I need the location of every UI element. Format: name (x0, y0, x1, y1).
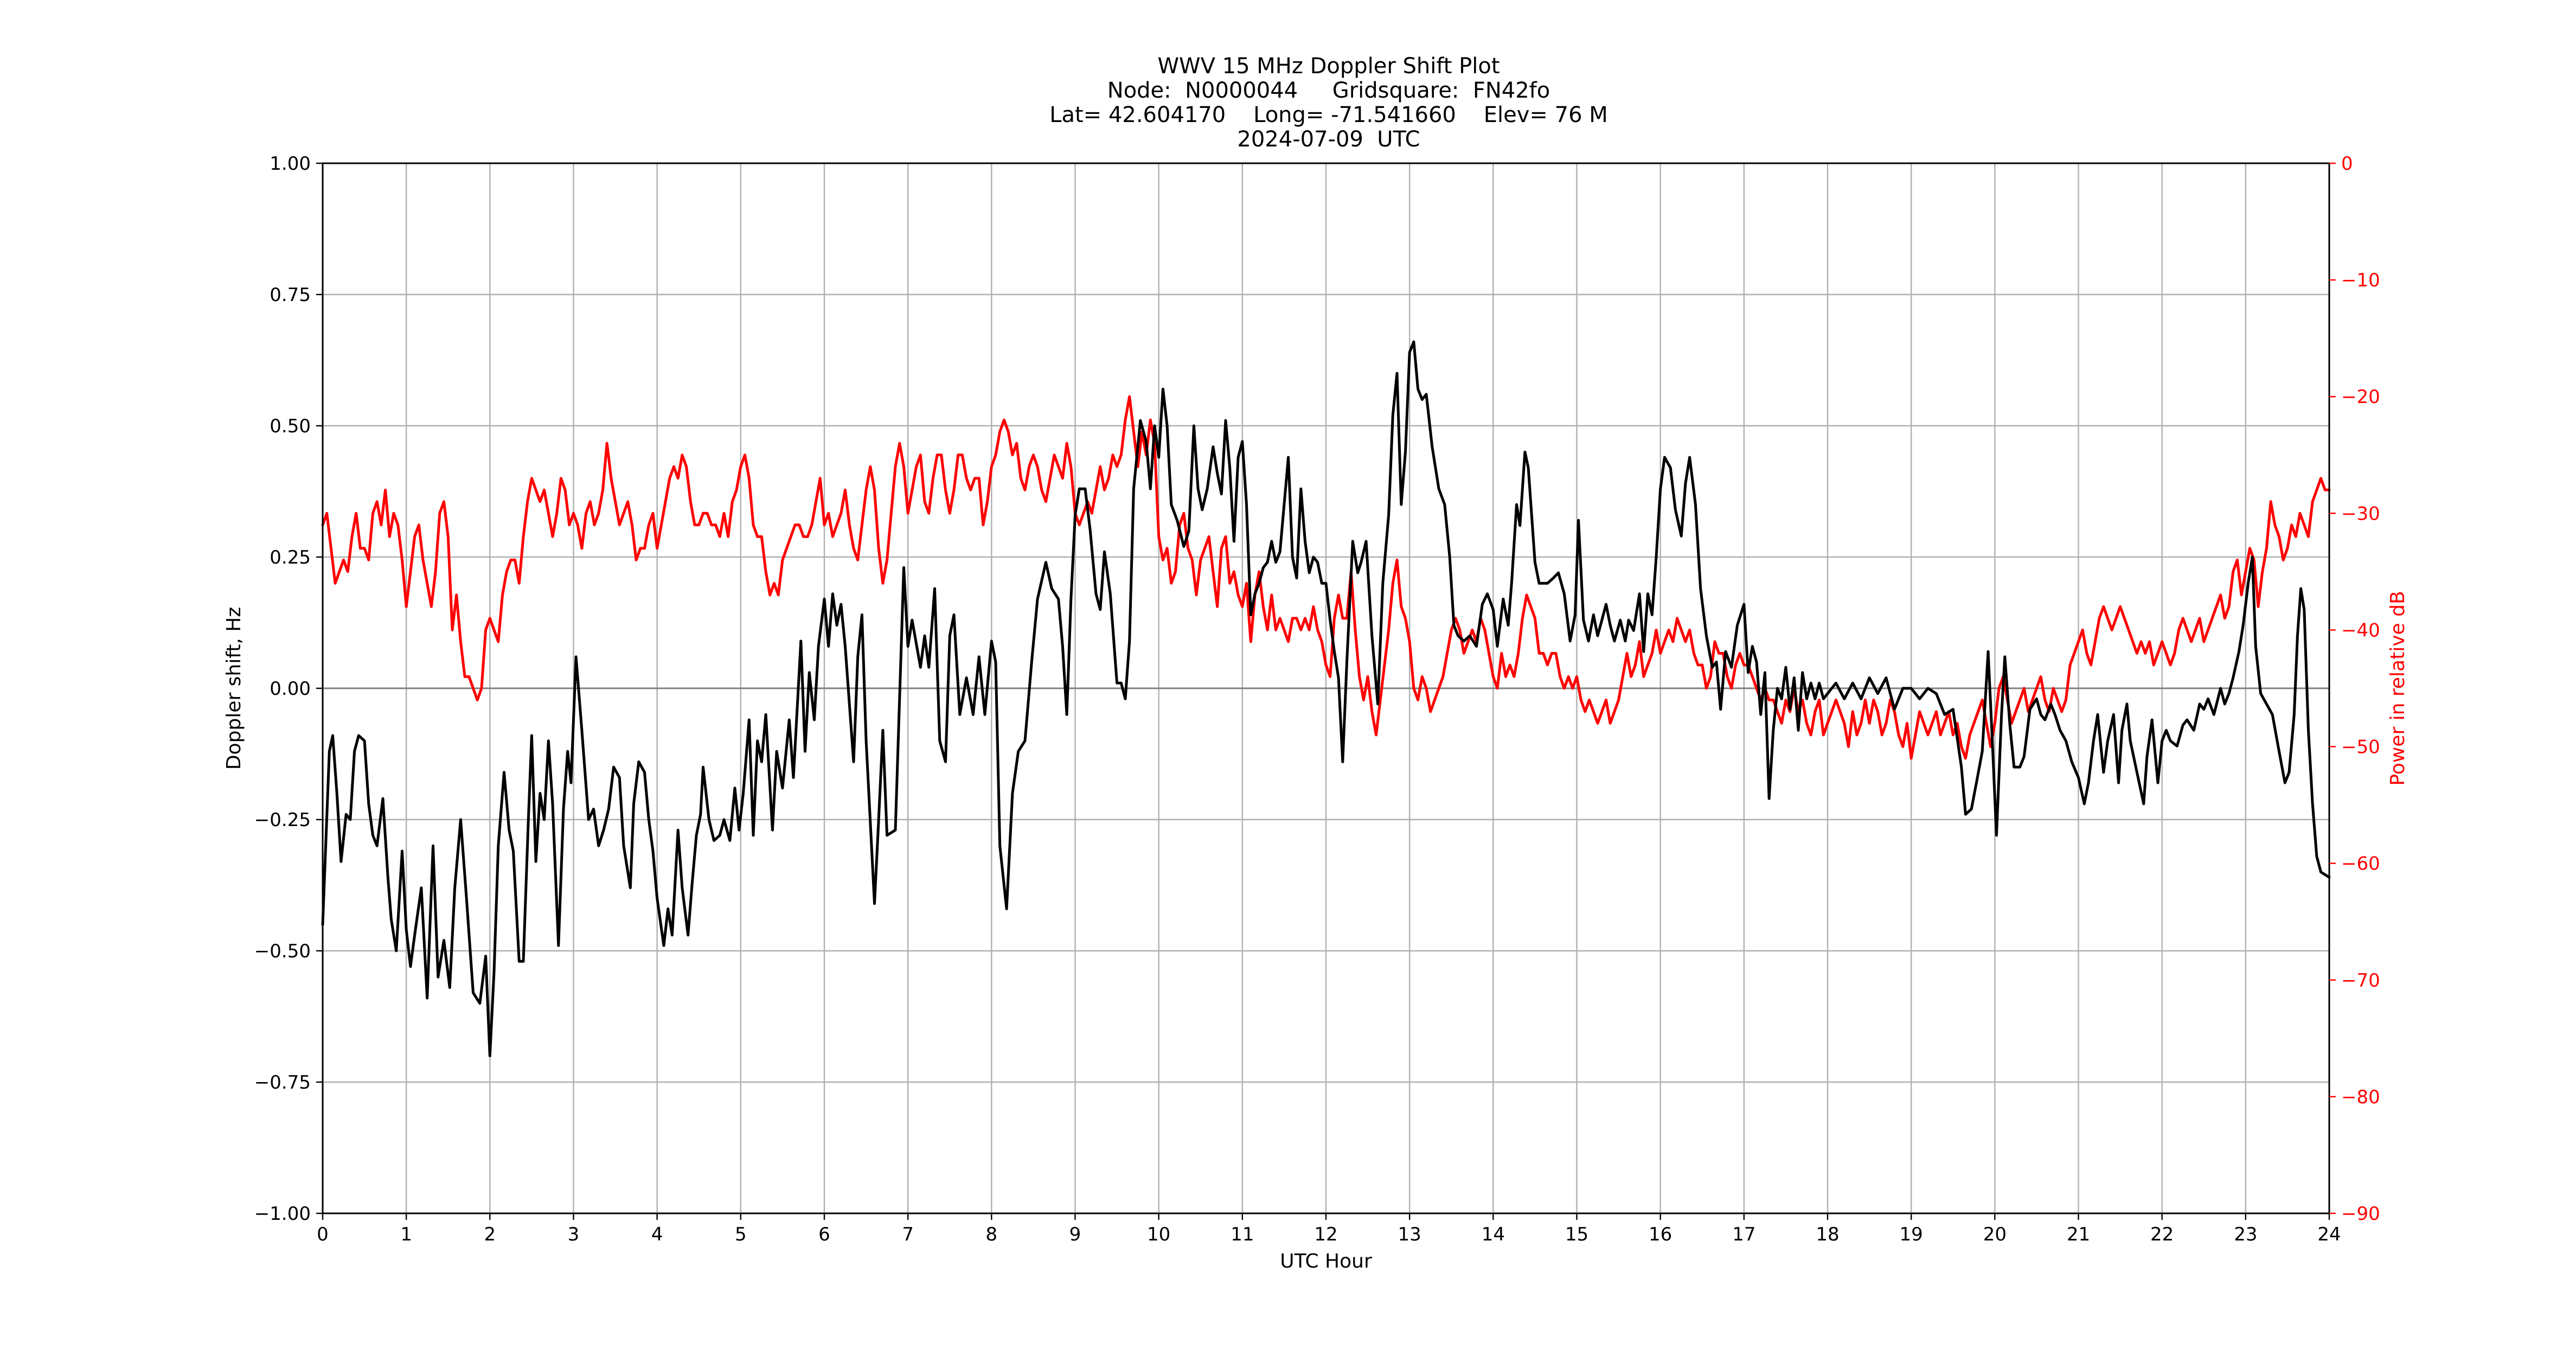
x-tick-label: 16 (1649, 1224, 1672, 1245)
x-tick-label: 10 (1147, 1224, 1170, 1245)
y-axis-label: Doppler shift, Hz (223, 607, 245, 770)
title-line-3: Lat= 42.604170 Long= -71.541660 Elev= 76… (1049, 103, 1608, 127)
x-tick-label: 21 (2067, 1224, 2090, 1245)
x-axis: 0 1 2 3 4 5 6 7 8 9 10 11 12 13 14 15 16 17 18 19 20 21 22 23 24 (317, 1213, 2341, 1245)
x-tick-label: 23 (2234, 1224, 2257, 1245)
y-tick-label: 0.00 (270, 678, 311, 700)
x-tick-label: 7 (902, 1224, 914, 1245)
y2-tick-label: 0 (2341, 153, 2353, 175)
chart-title: WWV 15 MHz Doppler Shift Plot Node: N000… (0, 54, 2576, 152)
y-axis-left: −1.00 −0.75 −0.50 −0.25 0.00 0.25 0.50 0.75 1.00 (254, 153, 323, 1225)
y2-tick-label: −20 (2341, 386, 2380, 408)
x-tick-label: 17 (1732, 1224, 1755, 1245)
x-tick-label: 15 (1565, 1224, 1588, 1245)
x-tick-label: 12 (1314, 1224, 1337, 1245)
x-tick-label: 9 (1069, 1224, 1081, 1245)
series-layer (321, 340, 2331, 1058)
y-tick-label: −0.25 (254, 809, 311, 831)
title-line-4: 2024-07-09 UTC (1237, 127, 1420, 152)
y-tick-label: 0.50 (270, 415, 311, 437)
grid-lines (322, 162, 2330, 1214)
x-tick-label: 6 (818, 1224, 830, 1245)
x-tick-label: 13 (1398, 1224, 1421, 1245)
y-tick-label: −0.75 (254, 1072, 311, 1093)
y2-tick-label: −10 (2341, 270, 2380, 291)
y-tick-label: 1.00 (270, 153, 311, 175)
y2-tick-label: −80 (2341, 1086, 2380, 1108)
y-tick-label: 0.25 (270, 547, 311, 568)
title-line-2: Node: N0000044 Gridsquare: FN42fo (1107, 78, 1550, 103)
y2-tick-label: −60 (2341, 853, 2380, 875)
y2-axis-label: Power in relative dB (2387, 591, 2409, 785)
y2-tick-label: −70 (2341, 970, 2380, 992)
x-tick-label: 0 (317, 1224, 329, 1245)
x-axis-label: UTC Hour (1280, 1250, 1372, 1272)
x-tick-label: 19 (1900, 1224, 1923, 1245)
power-series-line (321, 395, 2331, 760)
y-tick-label: −0.50 (254, 941, 311, 962)
doppler-series-line (321, 340, 2331, 1058)
x-tick-label: 18 (1816, 1224, 1839, 1245)
y2-tick-label: −50 (2341, 737, 2380, 758)
x-tick-label: 14 (1482, 1224, 1505, 1245)
x-tick-label: 20 (1983, 1224, 2007, 1245)
y2-tick-label: −30 (2341, 503, 2380, 525)
x-tick-label: 1 (400, 1224, 412, 1245)
y2-tick-label: −40 (2341, 619, 2380, 641)
x-tick-label: 8 (986, 1224, 998, 1245)
x-tick-label: 22 (2150, 1224, 2174, 1245)
x-tick-label: 24 (2317, 1224, 2341, 1245)
title-line-1: WWV 15 MHz Doppler Shift Plot (1157, 54, 1500, 79)
x-tick-label: 11 (1231, 1224, 1254, 1245)
x-tick-label: 2 (484, 1224, 496, 1245)
y-tick-label: 0.75 (270, 284, 311, 306)
y2-tick-label: −90 (2341, 1203, 2380, 1225)
y-tick-label: −1.00 (254, 1203, 311, 1225)
y-axis-right: −90 −80 −70 −60 −50 −40 −30 −20 −10 0 (2329, 153, 2380, 1225)
x-tick-label: 4 (651, 1224, 663, 1245)
x-tick-label: 3 (568, 1224, 580, 1245)
x-tick-label: 5 (735, 1224, 747, 1245)
